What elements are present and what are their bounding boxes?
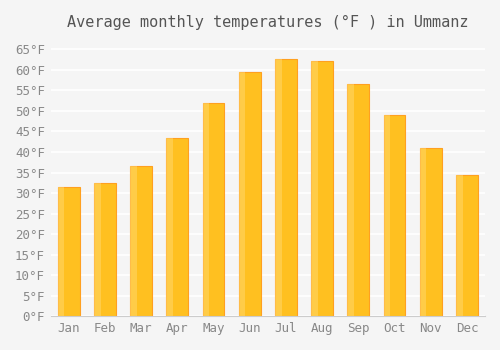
Bar (94, 183, 116, 316)
Bar (348, 84, 369, 316)
Bar (202, 103, 224, 316)
Bar (58, 187, 64, 316)
Bar (166, 138, 173, 316)
Bar (456, 175, 478, 316)
Bar (420, 148, 426, 316)
Bar (420, 148, 442, 316)
Bar (166, 138, 188, 316)
Bar (384, 115, 406, 316)
Bar (311, 62, 333, 316)
Bar (275, 60, 296, 316)
Bar (130, 166, 136, 316)
Bar (239, 72, 260, 316)
Bar (311, 62, 318, 316)
Title: Average monthly temperatures (°F ) in Ummanz: Average monthly temperatures (°F ) in Um… (67, 15, 468, 30)
Bar (239, 72, 246, 316)
Bar (348, 84, 354, 316)
Bar (202, 103, 209, 316)
Bar (384, 115, 390, 316)
Bar (456, 175, 462, 316)
Bar (94, 183, 100, 316)
Bar (275, 60, 281, 316)
Bar (130, 166, 152, 316)
Bar (58, 187, 80, 316)
